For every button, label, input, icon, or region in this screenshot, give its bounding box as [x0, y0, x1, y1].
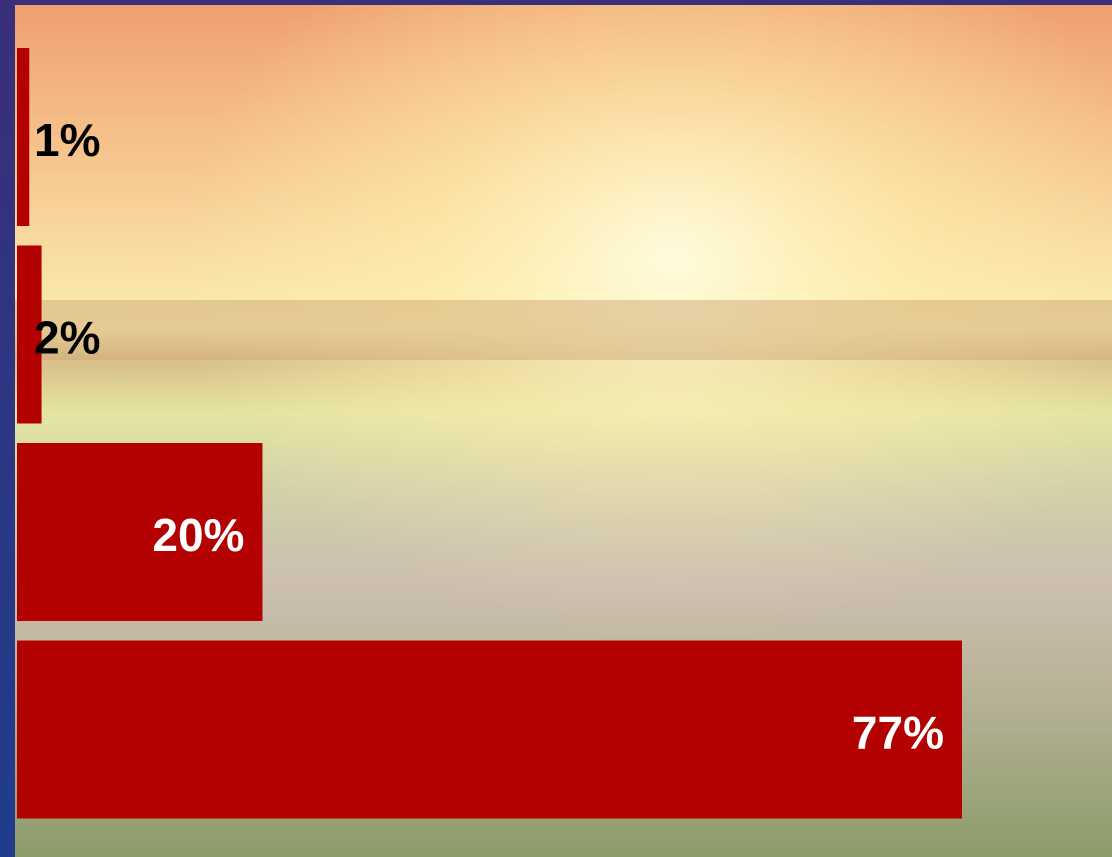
tree-line — [15, 300, 1112, 360]
value-label: 20% — [152, 509, 244, 561]
value-label: 2% — [34, 312, 100, 364]
bar — [17, 641, 962, 819]
page: {"chart_data": {"type": "bar", "orientat… — [0, 0, 1112, 857]
bar — [17, 48, 29, 226]
value-label: 77% — [852, 707, 944, 759]
chart: 1% 2% 20% 77% — [0, 0, 1112, 857]
value-label: 1% — [34, 114, 100, 166]
